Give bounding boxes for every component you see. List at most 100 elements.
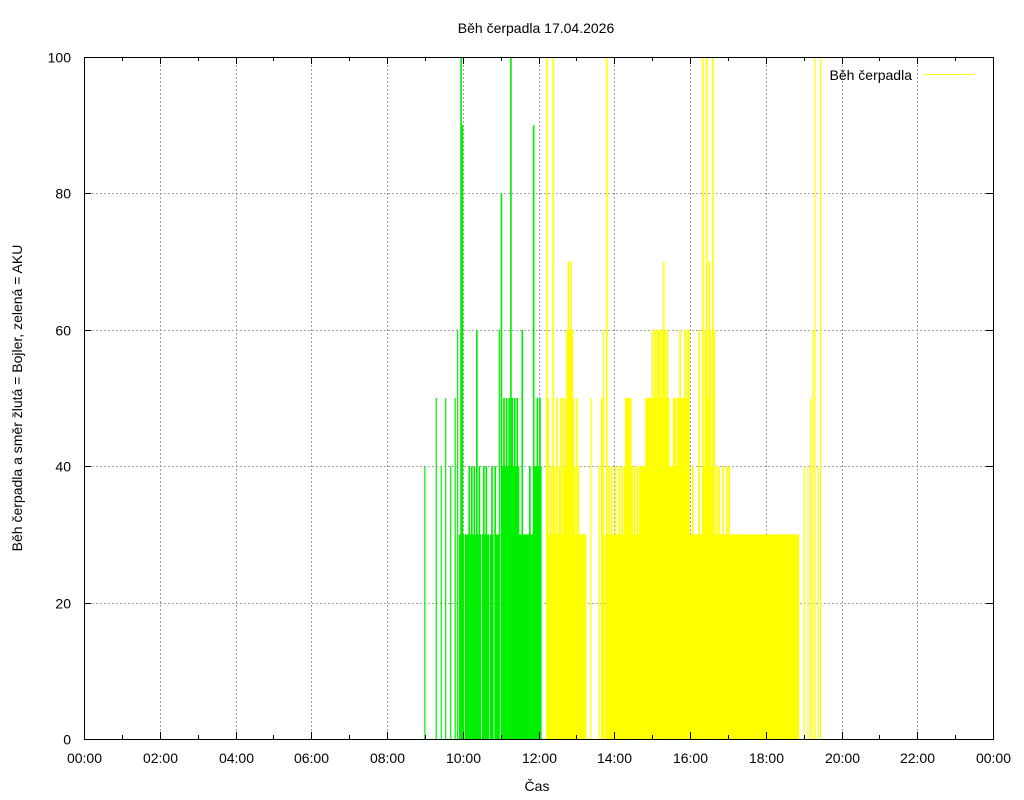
bar-aku	[491, 466, 493, 739]
bar-bojler	[575, 534, 577, 739]
bar-bojler	[742, 534, 745, 739]
bar-aku	[523, 534, 526, 739]
bar-bojler	[661, 329, 664, 739]
bar-bojler	[723, 534, 726, 739]
bar-aku	[521, 329, 524, 739]
bar-aku	[494, 466, 496, 739]
x-tick-label: 04:00	[219, 750, 254, 766]
bar-aku	[531, 534, 534, 739]
bar-aku	[508, 398, 510, 739]
y-tick-label: 60	[55, 323, 71, 339]
legend-label: Běh čerpadla	[829, 67, 912, 83]
bar-aku	[532, 125, 535, 739]
bar-bojler	[631, 466, 633, 739]
bar-aku	[460, 57, 462, 739]
y-tick-label: 0	[63, 732, 71, 748]
bar-bojler	[737, 534, 739, 739]
bar-aku	[526, 534, 529, 739]
bar-aku	[525, 534, 527, 739]
bar-bojler	[641, 466, 644, 739]
bar-bojler	[782, 534, 785, 739]
bar-aku	[498, 329, 500, 739]
bar-bojler	[748, 534, 751, 739]
bar-aku	[516, 398, 519, 739]
bar-bojler	[719, 534, 722, 739]
bar-aku	[476, 329, 478, 739]
bar-bojler	[760, 534, 762, 739]
bar-bojler	[763, 534, 766, 739]
bar-aku	[511, 398, 514, 739]
bar-bojler	[713, 329, 716, 739]
bar-bojler	[789, 534, 791, 739]
bar-bojler	[619, 534, 622, 739]
bar-bojler	[756, 534, 758, 739]
bar-aku	[504, 466, 507, 739]
bar-bojler	[770, 534, 772, 739]
bar-bojler	[773, 534, 776, 739]
bar-aku	[517, 466, 520, 739]
bar-bojler	[614, 466, 617, 739]
bar-bojler	[646, 398, 649, 739]
bar-bojler	[752, 534, 755, 739]
bar-bojler	[642, 466, 645, 739]
bar-bojler	[749, 534, 752, 739]
x-tick-label: 22:00	[900, 750, 935, 766]
bar-bojler	[547, 398, 549, 739]
bar-aku	[479, 534, 481, 739]
bar-aku	[484, 534, 486, 739]
bar-bojler	[571, 329, 573, 739]
bar-aku	[464, 534, 467, 739]
bar-aku	[529, 466, 531, 739]
bar-bojler	[623, 466, 626, 739]
bar-bojler	[559, 398, 562, 739]
bar-aku	[481, 534, 484, 739]
bar-bojler	[780, 534, 782, 739]
bar-bojler	[812, 329, 814, 739]
bar-bojler	[563, 466, 566, 739]
bar-bojler	[779, 534, 781, 739]
bar-bojler	[665, 398, 668, 739]
bar-bojler	[731, 534, 733, 739]
bar-bojler	[616, 534, 618, 739]
bar-aku	[482, 466, 485, 739]
x-tick-label: 20:00	[825, 750, 860, 766]
bar-bojler	[734, 534, 737, 739]
bar-bojler	[690, 534, 693, 739]
bar-bojler	[613, 534, 616, 739]
bar-bojler	[630, 398, 632, 739]
bar-bojler	[549, 466, 552, 739]
bar-bojler	[633, 466, 636, 739]
bar-bojler	[686, 329, 689, 739]
bar-bojler	[561, 534, 563, 739]
bar-aku	[520, 534, 522, 739]
bar-bojler	[583, 534, 586, 739]
bar-bojler	[567, 261, 570, 739]
bar-aku	[489, 534, 492, 739]
bar-aku	[445, 398, 447, 739]
bar-aku	[534, 466, 536, 739]
bar-aku	[535, 466, 537, 739]
bar-bojler	[657, 329, 660, 739]
bar-bojler	[626, 398, 628, 739]
bar-aku	[503, 398, 505, 739]
bar-bojler	[666, 329, 669, 739]
x-tick-label: 02:00	[143, 750, 178, 766]
bar-bojler	[635, 534, 637, 739]
bar-aku	[536, 398, 539, 739]
bar-bojler	[795, 534, 798, 739]
bar-bojler	[609, 534, 612, 739]
axes: 00:00 02:00 04:00 06:00 08:00 10:00 12:00 14:00…	[48, 50, 1012, 767]
bar-bojler	[776, 534, 779, 739]
bar-bojler	[632, 534, 635, 739]
bar-bojler	[707, 398, 709, 739]
y-tick-label: 80	[55, 186, 71, 202]
bars	[424, 57, 822, 739]
bar-aku	[518, 534, 521, 739]
y-axis-label: Běh čerpadla a směr žlutá = Bojler, zele…	[9, 245, 25, 552]
bar-bojler	[701, 57, 704, 739]
bar-bojler	[771, 534, 774, 739]
bar-bojler	[797, 534, 800, 739]
bar-bojler	[790, 534, 793, 739]
bar-aku	[506, 466, 509, 739]
bar-bojler	[602, 329, 605, 739]
